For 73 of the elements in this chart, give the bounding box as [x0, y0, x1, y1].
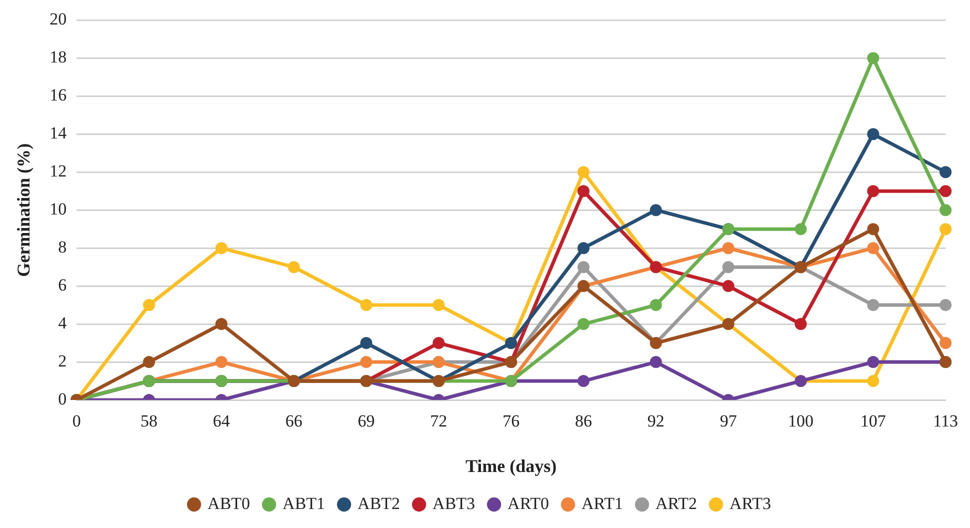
x-tick-label: 107 — [860, 412, 886, 431]
point — [867, 185, 880, 198]
y-tick-label: 14 — [50, 124, 68, 143]
legend-label: ABT1 — [282, 494, 326, 513]
point — [360, 337, 372, 350]
x-tick-label: 72 — [430, 412, 448, 431]
x-tick-label: 92 — [647, 412, 664, 431]
point — [867, 128, 880, 140]
point — [867, 375, 880, 388]
x-tick-label: 97 — [720, 412, 738, 431]
x-tick-label: 86 — [574, 412, 592, 431]
point — [577, 242, 590, 254]
point — [577, 166, 590, 178]
point — [867, 299, 880, 312]
x-tick-label: 58 — [140, 412, 158, 431]
point — [650, 299, 662, 312]
point — [360, 299, 372, 312]
point — [143, 299, 156, 312]
point — [867, 242, 880, 254]
point — [360, 356, 372, 368]
legend-label: ART1 — [582, 494, 624, 513]
point — [650, 356, 662, 368]
y-axis-title: Germination (%) — [13, 143, 34, 277]
point — [722, 280, 734, 292]
point — [940, 223, 952, 236]
point — [722, 242, 734, 254]
y-tick-label: 2 — [58, 351, 67, 370]
point — [794, 223, 807, 236]
legend-label: ABT0 — [208, 494, 250, 513]
point — [722, 261, 734, 274]
x-tick-label: 66 — [285, 412, 302, 431]
legend-label: ART2 — [656, 494, 697, 513]
point — [867, 356, 880, 368]
point — [940, 185, 952, 198]
point — [650, 204, 662, 216]
point — [940, 204, 952, 216]
legend-label: ABT3 — [432, 494, 476, 513]
point — [940, 337, 952, 350]
x-axis-title: Time (days) — [465, 456, 557, 476]
y-tick-label: 0 — [58, 389, 67, 408]
point — [432, 299, 445, 312]
point — [577, 185, 590, 198]
legend-label: ABT2 — [358, 494, 400, 513]
x-tick-label: 64 — [212, 412, 230, 431]
y-tick-label: 18 — [50, 48, 67, 67]
point — [867, 52, 880, 64]
x-tick-label: 113 — [933, 412, 958, 431]
point — [215, 242, 228, 254]
x-tick-label: 76 — [502, 412, 520, 431]
x-tick-label: 0 — [72, 412, 81, 431]
point — [215, 318, 228, 330]
point — [288, 261, 300, 274]
legend-label: ART0 — [508, 494, 550, 513]
y-tick-label: 10 — [50, 200, 67, 219]
point — [577, 261, 590, 274]
y-tick-label: 8 — [58, 238, 67, 257]
point — [577, 318, 590, 330]
point — [143, 356, 156, 368]
y-tick-label: 16 — [50, 86, 67, 105]
point — [577, 375, 590, 388]
point — [215, 356, 228, 368]
x-tick-label: 69 — [358, 412, 375, 431]
y-tick-label: 4 — [58, 314, 68, 333]
legend-label: ART3 — [729, 494, 771, 513]
point — [794, 318, 807, 330]
y-tick-label: 12 — [50, 162, 67, 181]
point — [867, 223, 880, 236]
y-tick-label: 20 — [50, 10, 67, 29]
point — [940, 299, 952, 312]
point — [940, 166, 952, 178]
x-tick-label: 100 — [788, 412, 814, 431]
point — [432, 337, 445, 350]
y-tick-label: 6 — [58, 276, 67, 295]
